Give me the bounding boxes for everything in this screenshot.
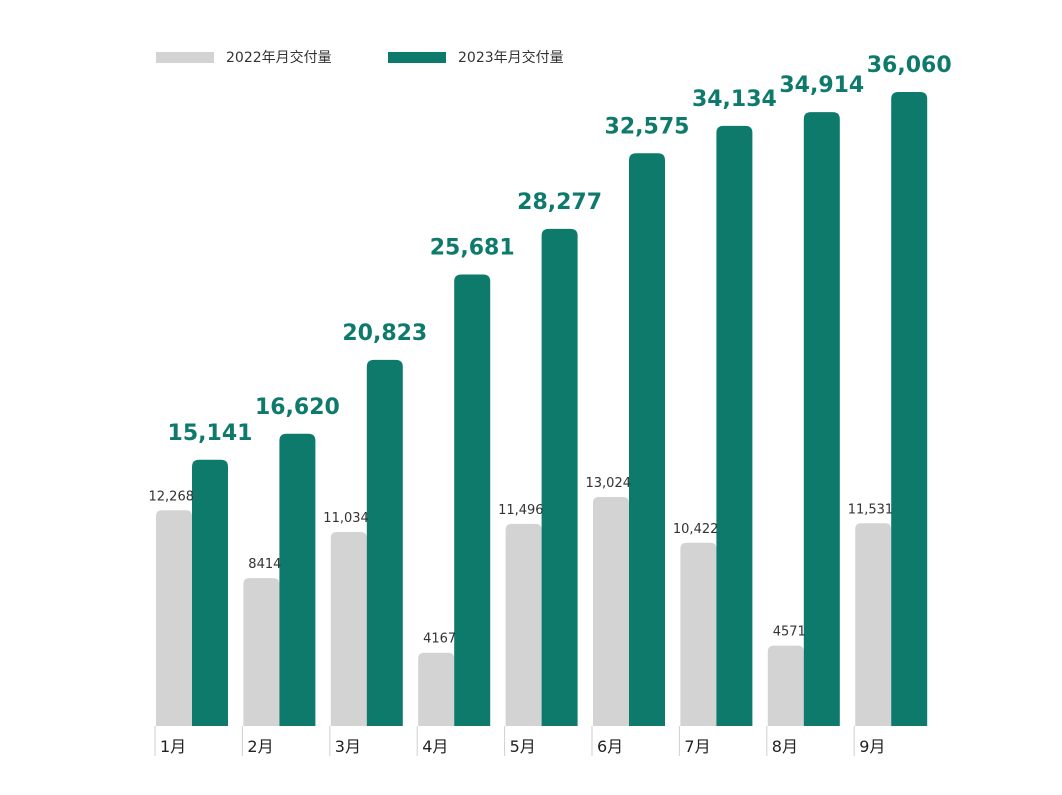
data-label-2022-6: 13,024 <box>586 476 632 491</box>
data-label-2023-8: 34,914 <box>779 73 864 98</box>
bar-2023-5 <box>541 228 578 726</box>
data-label-2023-4: 25,681 <box>430 235 515 260</box>
bar-2023-6 <box>629 153 665 727</box>
legend-swatch-0 <box>156 52 214 63</box>
category-label-8: 8月 <box>772 737 798 756</box>
data-label-2023-2: 16,620 <box>255 395 340 420</box>
bar-2022-1 <box>156 510 192 726</box>
bar-2023-7 <box>716 125 753 727</box>
bar-2023-9 <box>891 92 928 726</box>
series-2022-data-labels: 12,268 8414 11,034 4167 11,496 13,024 10,422 45… <box>149 476 894 647</box>
bar-2022-2 <box>243 578 280 726</box>
data-label-2022-4: 4167 <box>423 632 456 647</box>
bar-2022-7 <box>680 542 717 726</box>
series-2023-bars <box>192 92 928 727</box>
data-label-2022-2: 8414 <box>248 557 281 572</box>
legend-swatch-1 <box>388 52 446 63</box>
bar-2022-9 <box>855 523 892 726</box>
category-label-5: 5月 <box>510 737 536 756</box>
bar-2023-3 <box>366 359 403 726</box>
data-label-2022-9: 11,531 <box>848 502 894 517</box>
category-axis: 1月 2月 3月 4月 5月 6月 7月 8月 9月 <box>154 726 885 756</box>
data-label-2022-3: 11,034 <box>323 511 369 526</box>
data-label-2023-6: 32,575 <box>605 114 690 139</box>
category-label-7: 7月 <box>684 737 710 756</box>
bar-2022-4 <box>418 652 455 726</box>
bar-2023-1 <box>192 459 228 726</box>
data-label-2022-7: 10,422 <box>673 522 719 537</box>
category-label-2: 2月 <box>247 737 273 756</box>
data-label-2023-7: 34,134 <box>692 87 777 112</box>
category-label-6: 6月 <box>597 737 623 756</box>
category-label-1: 1月 <box>160 737 186 756</box>
data-label-2022-5: 11,496 <box>498 503 544 518</box>
data-label-2023-1: 15,141 <box>168 421 253 446</box>
data-label-2023-3: 20,823 <box>342 321 427 346</box>
bar-2022-5 <box>505 523 542 726</box>
bar-2023-2 <box>279 433 316 726</box>
legend-label-0: 2022年月交付量 <box>226 49 332 66</box>
data-label-2023-9: 36,060 <box>867 53 952 78</box>
series-2022-bars <box>156 497 892 726</box>
legend: 2022年月交付量 2023年月交付量 <box>156 49 564 66</box>
data-label-2022-8: 4571 <box>773 625 806 640</box>
bar-2022-8 <box>767 645 804 726</box>
category-label-9: 9月 <box>859 737 885 756</box>
bar-2022-6 <box>593 497 629 726</box>
category-label-3: 3月 <box>335 737 361 756</box>
bar-2023-8 <box>803 112 840 727</box>
bar-2023-4 <box>454 274 491 726</box>
data-label-2022-1: 12,268 <box>149 489 195 504</box>
legend-label-1: 2023年月交付量 <box>458 49 564 66</box>
bar-2022-3 <box>330 532 367 726</box>
category-label-4: 4月 <box>422 737 448 756</box>
data-label-2023-5: 28,277 <box>517 190 602 215</box>
